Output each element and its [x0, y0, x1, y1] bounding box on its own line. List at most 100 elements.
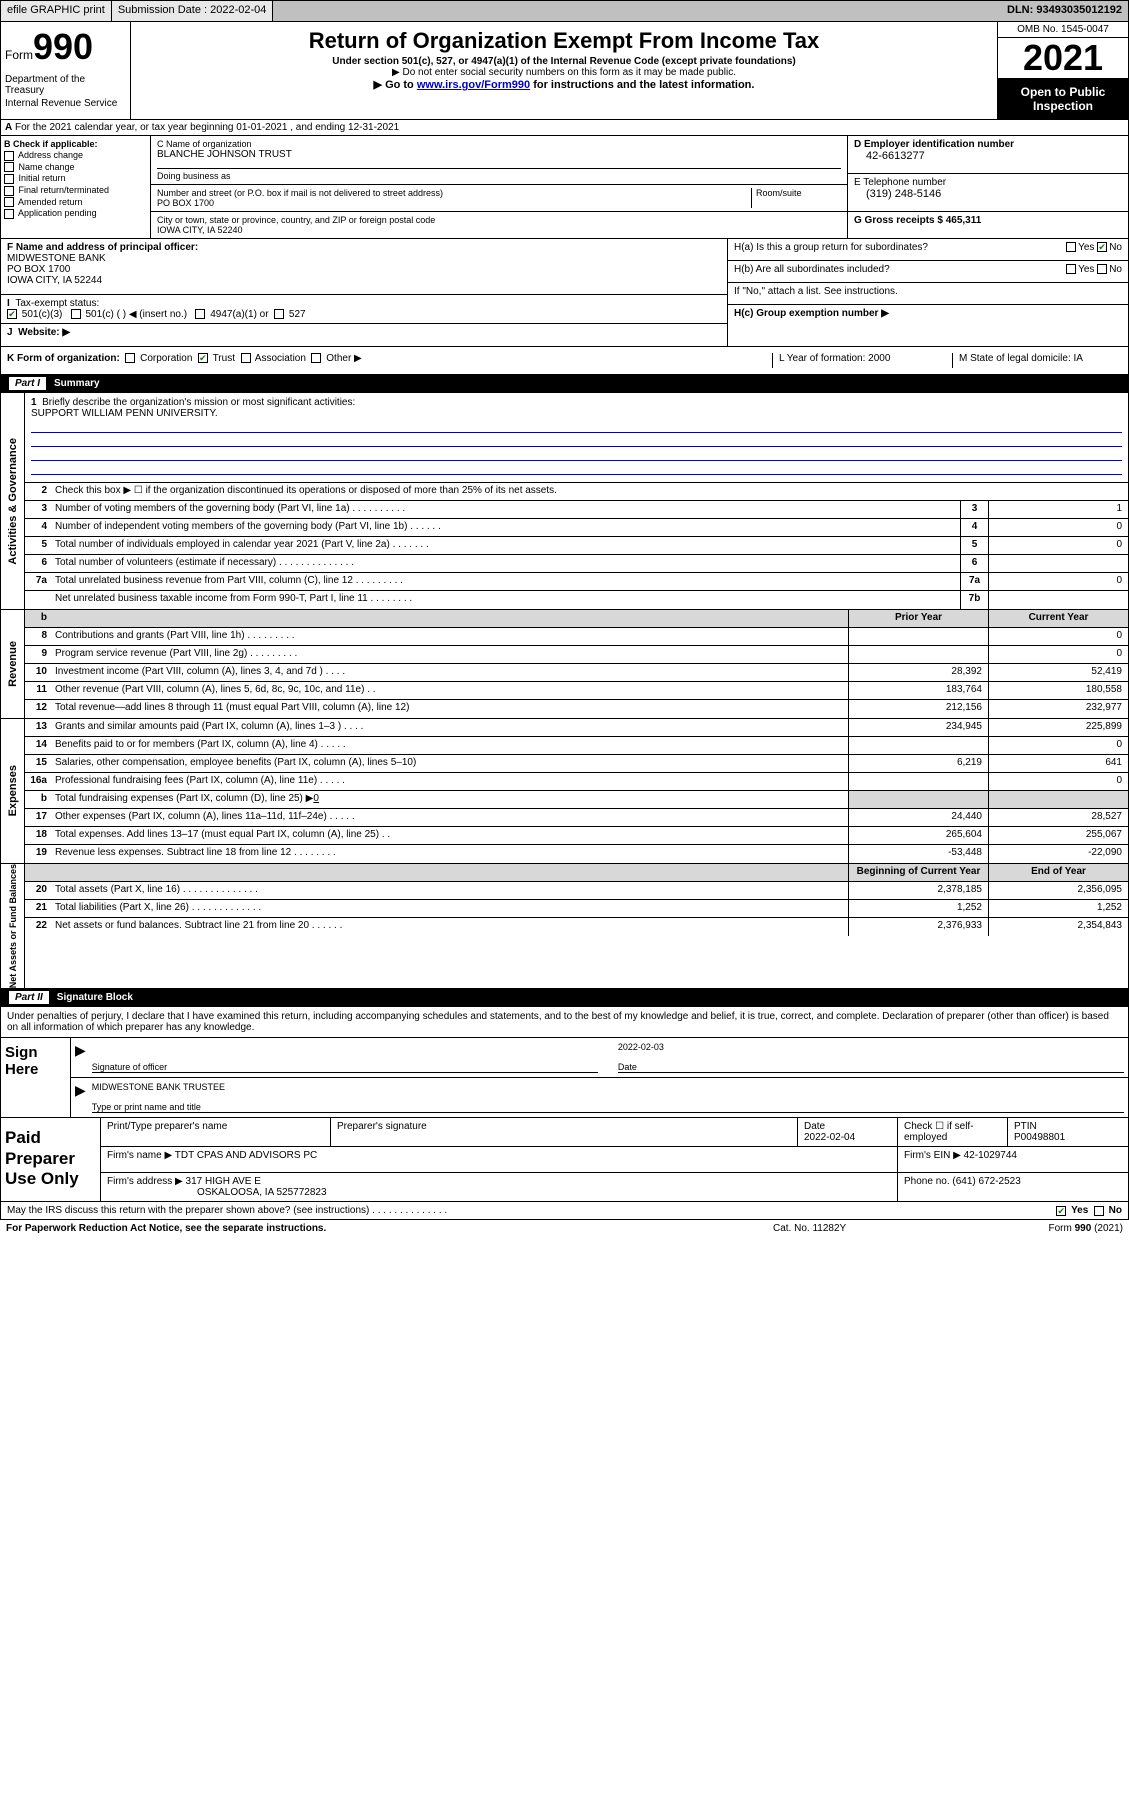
val-13-curr: 225,899: [988, 719, 1128, 736]
col-c-org-info: C Name of organization BLANCHE JOHNSON T…: [151, 136, 848, 238]
val-18-curr: 255,067: [988, 827, 1128, 844]
top-toolbar: efile GRAPHIC print Submission Date : 20…: [0, 0, 1129, 22]
cb-ha-no[interactable]: [1097, 242, 1107, 252]
cb-final-return[interactable]: [4, 186, 14, 196]
cb-discuss-no[interactable]: [1094, 1206, 1104, 1216]
val-line-7a: 0: [988, 573, 1128, 590]
cb-initial-return[interactable]: [4, 174, 14, 184]
val-14-prior: [848, 737, 988, 754]
paid-preparer-block: Paid Preparer Use Only Print/Type prepar…: [0, 1118, 1129, 1202]
val-line-3: 1: [988, 501, 1128, 518]
cb-527[interactable]: [274, 309, 284, 319]
org-city: IOWA CITY, IA 52240: [157, 225, 435, 235]
val-15-prior: 6,219: [848, 755, 988, 772]
val-19-curr: -22,090: [988, 845, 1128, 863]
val-17-curr: 28,527: [988, 809, 1128, 826]
val-15-curr: 641: [988, 755, 1128, 772]
val-8-curr: 0: [988, 628, 1128, 645]
penalties-text: Under penalties of perjury, I declare th…: [0, 1007, 1129, 1038]
cb-4947[interactable]: [195, 309, 205, 319]
efile-print-link[interactable]: efile GRAPHIC print: [1, 1, 112, 21]
row-klm: K Form of organization: Corporation Trus…: [0, 347, 1129, 375]
officer-name: MIDWESTONE BANK: [7, 253, 106, 264]
mission-text: SUPPORT WILLIAM PENN UNIVERSITY.: [31, 408, 218, 419]
val-22-end: 2,354,843: [988, 918, 1128, 936]
val-13-prior: 234,945: [848, 719, 988, 736]
cb-address-change[interactable]: [4, 151, 14, 161]
may-irs-discuss: May the IRS discuss this return with the…: [0, 1202, 1129, 1220]
ein-value: 42-6613277: [854, 150, 1122, 162]
cb-application-pending[interactable]: [4, 209, 14, 219]
org-name: BLANCHE JOHNSON TRUST: [157, 149, 841, 160]
dept-label: Department of the Treasury Internal Reve…: [5, 68, 126, 109]
firm-addr-1: 317 HIGH AVE E: [186, 1176, 261, 1187]
cb-hb-no[interactable]: [1097, 264, 1107, 274]
cb-ha-yes[interactable]: [1066, 242, 1076, 252]
val-20-begin: 2,378,185: [848, 882, 988, 899]
cb-trust[interactable]: [198, 353, 208, 363]
cb-501c3[interactable]: [7, 309, 17, 319]
val-line-6: [988, 555, 1128, 572]
part-2-header: Part IISignature Block: [0, 989, 1129, 1007]
state-domicile: M State of legal domicile: IA: [952, 353, 1122, 368]
firm-ein: 42-1029744: [964, 1150, 1017, 1161]
val-line-7b: [988, 591, 1128, 609]
val-14-curr: 0: [988, 737, 1128, 754]
val-21-end: 1,252: [988, 900, 1128, 917]
gross-receipts: G Gross receipts $ 465,311: [854, 215, 981, 226]
telephone-value: (319) 248-5146: [854, 188, 1122, 200]
cb-corp[interactable]: [125, 353, 135, 363]
dln-label: DLN: 93493035012192: [1001, 1, 1128, 21]
cb-assoc[interactable]: [241, 353, 251, 363]
form-subtitle-2: ▶ Do not enter social security numbers o…: [137, 67, 991, 78]
tax-year: 2021: [998, 38, 1128, 79]
form-subtitle-1: Under section 501(c), 527, or 4947(a)(1)…: [137, 56, 991, 67]
form-subtitle-3: ▶ Go to www.irs.gov/Form990 for instruct…: [137, 78, 991, 91]
omb-number: OMB No. 1545-0047: [998, 22, 1128, 38]
val-16a-prior: [848, 773, 988, 790]
cb-hb-yes[interactable]: [1066, 264, 1076, 274]
prep-date: 2022-02-04: [804, 1132, 855, 1143]
val-line-4: 0: [988, 519, 1128, 536]
val-20-end: 2,356,095: [988, 882, 1128, 899]
section-expenses: Expenses 13Grants and similar amounts pa…: [0, 719, 1129, 864]
lower-header: F Name and address of principal officer:…: [0, 239, 1129, 347]
open-to-public: Open to Public Inspection: [998, 79, 1128, 119]
org-street: PO BOX 1700: [157, 198, 751, 208]
val-21-begin: 1,252: [848, 900, 988, 917]
form990-link[interactable]: www.irs.gov/Form990: [417, 79, 530, 91]
val-9-curr: 0: [988, 646, 1128, 663]
val-11-prior: 183,764: [848, 682, 988, 699]
year-formation: L Year of formation: 2000: [772, 353, 952, 368]
val-19-prior: -53,448: [848, 845, 988, 863]
cb-501c[interactable]: [71, 309, 81, 319]
cb-discuss-yes[interactable]: [1056, 1206, 1066, 1216]
val-10-curr: 52,419: [988, 664, 1128, 681]
sign-here-block: Sign Here ▶ Signature of officer 2022-02…: [0, 1038, 1129, 1118]
val-16a-curr: 0: [988, 773, 1128, 790]
val-18-prior: 265,604: [848, 827, 988, 844]
submission-date-btn[interactable]: Submission Date : 2022-02-04: [112, 1, 274, 21]
val-8-prior: [848, 628, 988, 645]
page-footer: For Paperwork Reduction Act Notice, see …: [0, 1220, 1129, 1237]
firm-name: TDT CPAS AND ADVISORS PC: [175, 1150, 317, 1161]
col-d-info: D Employer identification number 42-6613…: [848, 136, 1128, 238]
val-10-prior: 28,392: [848, 664, 988, 681]
val-22-begin: 2,376,933: [848, 918, 988, 936]
section-net-assets: Net Assets or Fund Balances Beginning of…: [0, 864, 1129, 989]
header-grid: B Check if applicable: Address change Na…: [0, 136, 1129, 239]
val-12-prior: 212,156: [848, 700, 988, 718]
form-number: Form990: [5, 26, 126, 68]
form-header: Form990 Department of the Treasury Inter…: [0, 22, 1129, 120]
cb-amended-return[interactable]: [4, 197, 14, 207]
sign-date: 2022-02-03: [618, 1042, 1124, 1052]
cb-other[interactable]: [311, 353, 321, 363]
section-revenue: Revenue bPrior YearCurrent Year 8Contrib…: [0, 610, 1129, 719]
val-line-5: 0: [988, 537, 1128, 554]
val-9-prior: [848, 646, 988, 663]
cb-name-change[interactable]: [4, 162, 14, 172]
val-11-curr: 180,558: [988, 682, 1128, 699]
col-b-checkboxes: B Check if applicable: Address change Na…: [1, 136, 151, 238]
val-12-curr: 232,977: [988, 700, 1128, 718]
form-title: Return of Organization Exempt From Incom…: [137, 28, 991, 54]
